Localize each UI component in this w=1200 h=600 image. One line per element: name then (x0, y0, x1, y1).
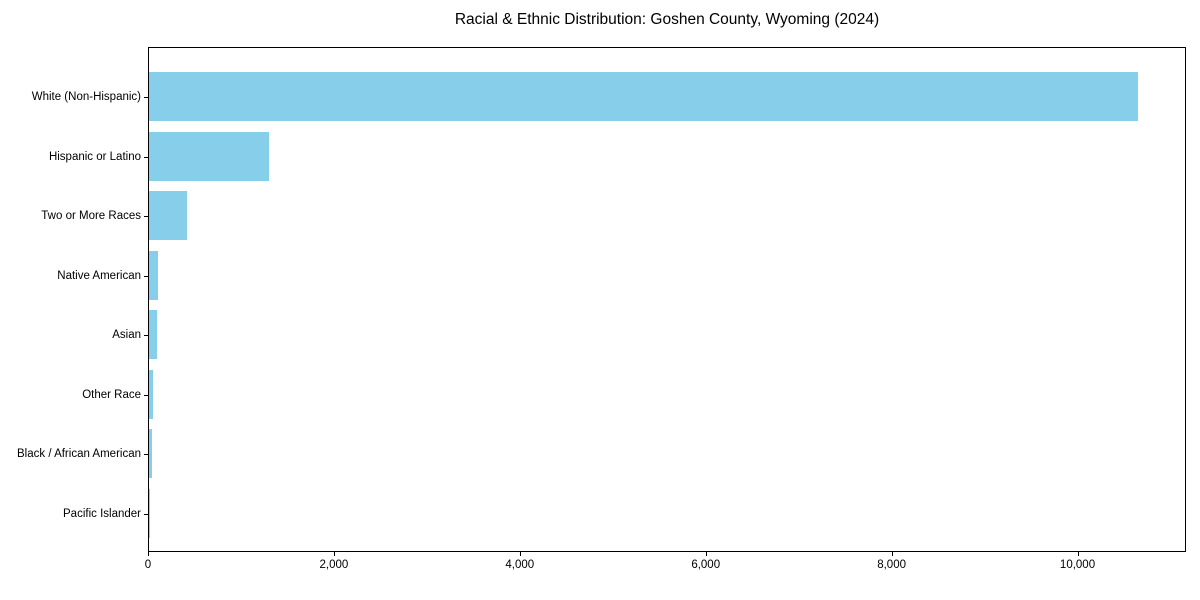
x-tick-mark (148, 552, 150, 556)
x-tick-label-2-000: 2,000 (319, 559, 349, 571)
y-tick-label-white-non-hispanic: White (Non-Hispanic) (31, 91, 141, 103)
bar-white-non-hispanic (149, 72, 1138, 122)
y-tick-mark (144, 335, 148, 337)
y-tick-label-two-or-more-races: Two or More Races (41, 210, 141, 222)
y-tick-mark (144, 216, 148, 218)
bar-pacific-islander (149, 488, 150, 538)
y-tick-mark (144, 454, 148, 456)
x-tick-mark (705, 552, 707, 556)
y-tick-mark (144, 513, 148, 515)
y-tick-mark (144, 394, 148, 396)
y-tick-label-other-race: Other Race (82, 388, 141, 401)
x-tick-label-8-000: 8,000 (877, 559, 906, 571)
bar-native-american (149, 250, 159, 300)
x-tick-label-0: 0 (144, 559, 152, 571)
x-tick-label-4-000: 4,000 (505, 559, 535, 571)
y-tick-label-black-african-american: Black / African American (17, 448, 141, 460)
bar-black-african-american (149, 429, 153, 479)
x-tick-label-10-000: 10,000 (1059, 559, 1096, 571)
bar-hispanic-or-latino (149, 131, 269, 181)
chart-title: Racial & Ethnic Distribution: Goshen Cou… (454, 11, 880, 28)
y-tick-label-pacific-islander: Pacific Islander (63, 507, 141, 520)
bar-other-race (149, 369, 154, 419)
bar-two-or-more-races (149, 191, 187, 241)
x-tick-mark (891, 552, 893, 556)
y-tick-label-asian: Asian (112, 329, 141, 341)
x-tick-mark (333, 552, 336, 556)
y-tick-mark (144, 156, 148, 158)
plot-area (148, 47, 1186, 552)
y-tick-mark (144, 97, 148, 99)
y-tick-label-hispanic-or-latino: Hispanic or Latino (48, 150, 141, 163)
bar-asian (149, 310, 158, 360)
y-tick-label-native-american: Native American (57, 269, 141, 282)
x-tick-mark (519, 552, 521, 556)
y-tick-mark (144, 275, 148, 277)
x-tick-label-6-000: 6,000 (691, 559, 721, 571)
x-tick-mark (1077, 552, 1079, 556)
